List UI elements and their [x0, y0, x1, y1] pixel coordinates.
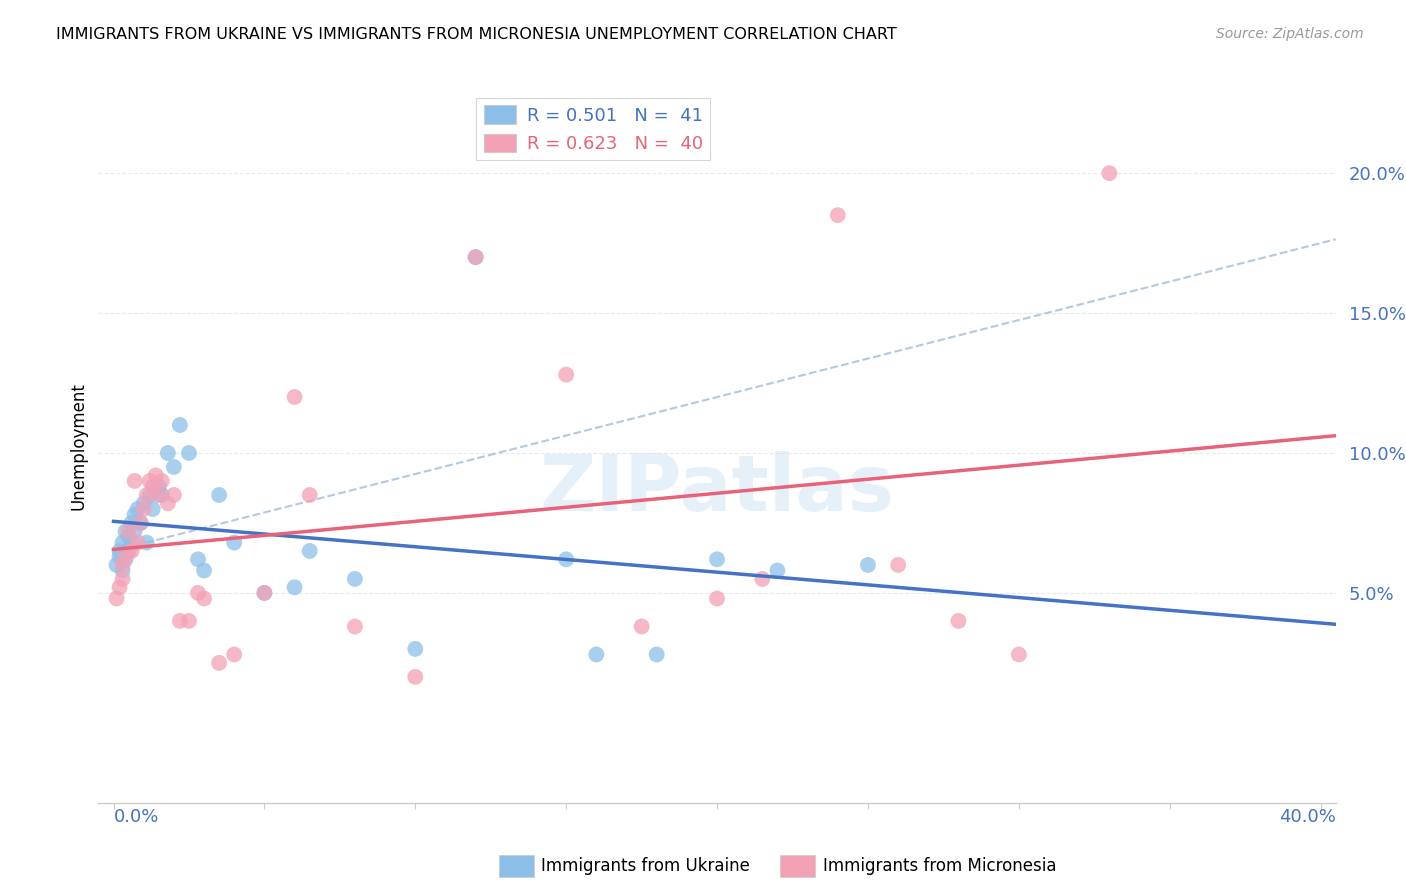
Point	[464, 250, 486, 264]
Point	[208, 656, 231, 670]
Point	[108, 549, 131, 564]
Point	[187, 552, 209, 566]
Point	[298, 544, 321, 558]
Point	[163, 488, 186, 502]
Point	[253, 586, 276, 600]
Point	[150, 474, 173, 488]
Legend: R = 0.501   N =  41, R = 0.623   N =  40: R = 0.501 N = 41, R = 0.623 N = 40	[477, 98, 710, 161]
Point	[132, 502, 155, 516]
Point	[706, 552, 728, 566]
Point	[163, 460, 186, 475]
Point	[284, 390, 307, 404]
Point	[111, 535, 134, 549]
Point	[177, 614, 200, 628]
Point	[114, 524, 136, 539]
Point	[253, 586, 276, 600]
Point	[404, 641, 426, 656]
Point	[208, 488, 231, 502]
Point	[105, 558, 128, 572]
Point	[108, 580, 131, 594]
Point	[124, 508, 146, 522]
Point	[298, 488, 321, 502]
Text: Immigrants from Ukraine: Immigrants from Ukraine	[541, 857, 751, 875]
Point	[145, 468, 167, 483]
Point	[751, 572, 773, 586]
Point	[555, 368, 578, 382]
Point	[117, 530, 139, 544]
Point	[193, 591, 215, 606]
Point	[114, 549, 136, 564]
Point	[117, 544, 139, 558]
Point	[105, 591, 128, 606]
Point	[284, 580, 307, 594]
Text: Immigrants from Micronesia: Immigrants from Micronesia	[823, 857, 1056, 875]
Point	[887, 558, 910, 572]
Point	[121, 535, 143, 549]
Point	[706, 591, 728, 606]
Point	[121, 516, 143, 530]
Point	[138, 488, 160, 502]
Point	[135, 535, 157, 549]
Point	[177, 446, 200, 460]
Point	[135, 488, 157, 502]
Point	[343, 572, 366, 586]
Point	[187, 586, 209, 600]
Point	[766, 564, 789, 578]
Point	[555, 552, 578, 566]
Point	[129, 516, 152, 530]
Point	[138, 474, 160, 488]
Point	[142, 479, 165, 493]
Point	[156, 446, 179, 460]
Point	[127, 502, 149, 516]
Point	[127, 535, 149, 549]
Point	[124, 524, 146, 539]
Point	[645, 648, 668, 662]
Point	[169, 417, 191, 432]
Point	[948, 614, 970, 628]
Point	[108, 544, 131, 558]
Point	[224, 535, 246, 549]
Point	[630, 619, 652, 633]
Y-axis label: Unemployment: Unemployment	[69, 382, 87, 510]
Point	[404, 670, 426, 684]
Point	[827, 208, 849, 222]
Point	[148, 479, 170, 493]
Text: Source: ZipAtlas.com: Source: ZipAtlas.com	[1216, 27, 1364, 41]
Point	[169, 614, 191, 628]
Point	[111, 572, 134, 586]
Text: IMMIGRANTS FROM UKRAINE VS IMMIGRANTS FROM MICRONESIA UNEMPLOYMENT CORRELATION C: IMMIGRANTS FROM UKRAINE VS IMMIGRANTS FR…	[56, 27, 897, 42]
Point	[124, 474, 146, 488]
Text: 0.0%: 0.0%	[114, 808, 159, 826]
Point	[1098, 166, 1121, 180]
Point	[1008, 648, 1031, 662]
Point	[464, 250, 486, 264]
Point	[111, 564, 134, 578]
Point	[193, 564, 215, 578]
Point	[132, 496, 155, 510]
Point	[148, 488, 170, 502]
Point	[114, 552, 136, 566]
Point	[117, 524, 139, 539]
Point	[343, 619, 366, 633]
Point	[150, 488, 173, 502]
Point	[856, 558, 879, 572]
Point	[585, 648, 607, 662]
Text: 40.0%: 40.0%	[1279, 808, 1336, 826]
Text: ZIPatlas: ZIPatlas	[540, 450, 894, 527]
Point	[121, 544, 143, 558]
Point	[142, 502, 165, 516]
Point	[156, 496, 179, 510]
Point	[129, 516, 152, 530]
Point	[224, 648, 246, 662]
Point	[111, 558, 134, 572]
